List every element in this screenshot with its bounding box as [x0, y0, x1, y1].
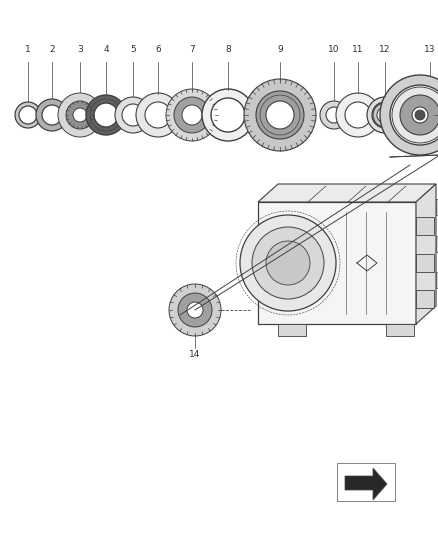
Circle shape [15, 102, 41, 128]
Circle shape [36, 99, 68, 131]
Circle shape [94, 103, 118, 127]
Circle shape [252, 227, 324, 299]
Circle shape [86, 95, 126, 135]
Circle shape [66, 101, 94, 129]
Circle shape [266, 101, 294, 129]
Circle shape [182, 105, 202, 125]
Circle shape [187, 302, 203, 318]
Text: 10: 10 [328, 45, 340, 54]
Circle shape [400, 95, 438, 135]
Circle shape [19, 106, 37, 124]
Circle shape [240, 215, 336, 311]
Bar [416, 290, 434, 308]
Circle shape [266, 241, 310, 285]
Text: 5: 5 [130, 45, 136, 54]
Bar [337, 463, 395, 501]
Circle shape [336, 93, 380, 137]
FancyBboxPatch shape [436, 199, 438, 215]
Circle shape [367, 97, 403, 133]
Circle shape [42, 105, 62, 125]
Circle shape [169, 284, 221, 336]
Circle shape [115, 97, 151, 133]
Circle shape [145, 102, 171, 128]
Bar [416, 217, 434, 235]
Circle shape [377, 107, 393, 123]
Circle shape [136, 93, 180, 137]
Bar [258, 202, 416, 324]
Text: 7: 7 [189, 45, 195, 54]
Circle shape [58, 93, 102, 137]
Circle shape [380, 75, 438, 155]
Circle shape [372, 102, 398, 128]
Circle shape [373, 103, 397, 127]
Text: 14: 14 [189, 350, 201, 359]
Circle shape [326, 107, 342, 123]
Circle shape [415, 110, 425, 120]
Text: 11: 11 [352, 45, 364, 54]
Circle shape [166, 89, 218, 141]
Polygon shape [345, 468, 387, 500]
Text: 2: 2 [49, 45, 55, 54]
Text: 8: 8 [225, 45, 231, 54]
Bar [416, 254, 434, 272]
Bar [278, 324, 306, 336]
Circle shape [211, 98, 245, 132]
Circle shape [178, 293, 212, 327]
Circle shape [122, 104, 144, 126]
Circle shape [73, 108, 87, 122]
Text: 12: 12 [379, 45, 391, 54]
Text: 3: 3 [77, 45, 83, 54]
Circle shape [390, 85, 438, 145]
Text: 6: 6 [155, 45, 161, 54]
Polygon shape [416, 184, 436, 324]
Circle shape [392, 87, 438, 143]
Text: 1: 1 [25, 45, 31, 54]
FancyBboxPatch shape [436, 272, 438, 288]
Bar [386, 324, 414, 336]
Circle shape [174, 97, 210, 133]
Text: 13: 13 [424, 45, 436, 54]
Text: 4: 4 [103, 45, 109, 54]
Circle shape [202, 89, 254, 141]
Circle shape [256, 91, 304, 139]
FancyBboxPatch shape [436, 236, 438, 252]
Circle shape [244, 79, 316, 151]
Polygon shape [258, 184, 436, 202]
Circle shape [412, 107, 428, 123]
Circle shape [320, 101, 348, 129]
Text: 9: 9 [277, 45, 283, 54]
Circle shape [345, 102, 371, 128]
